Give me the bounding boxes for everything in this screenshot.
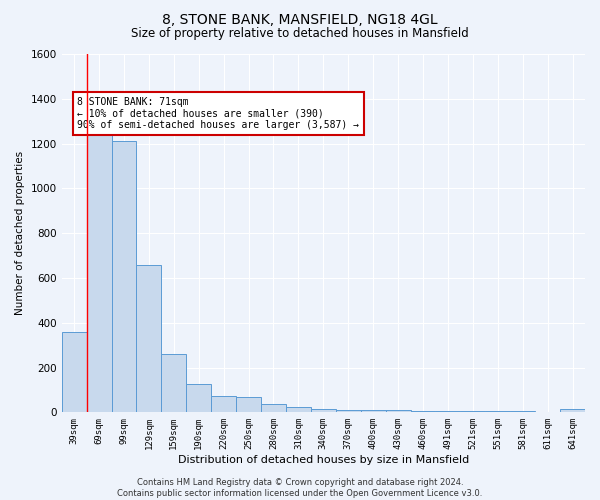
Bar xyxy=(311,409,336,412)
Bar xyxy=(136,264,161,412)
Bar xyxy=(336,410,361,412)
Bar xyxy=(485,411,510,412)
Text: 8, STONE BANK, MANSFIELD, NG18 4GL: 8, STONE BANK, MANSFIELD, NG18 4GL xyxy=(162,12,438,26)
Text: Contains HM Land Registry data © Crown copyright and database right 2024.
Contai: Contains HM Land Registry data © Crown c… xyxy=(118,478,482,498)
Bar xyxy=(286,408,311,412)
Bar xyxy=(460,411,485,412)
Bar xyxy=(261,404,286,412)
X-axis label: Distribution of detached houses by size in Mansfield: Distribution of detached houses by size … xyxy=(178,455,469,465)
Bar xyxy=(62,332,86,412)
Bar xyxy=(236,396,261,412)
Bar xyxy=(560,409,585,412)
Bar xyxy=(211,396,236,412)
Bar xyxy=(86,132,112,412)
Bar xyxy=(436,411,460,412)
Bar xyxy=(410,410,436,412)
Bar xyxy=(386,410,410,412)
Text: Size of property relative to detached houses in Mansfield: Size of property relative to detached ho… xyxy=(131,28,469,40)
Bar xyxy=(161,354,186,412)
Bar xyxy=(361,410,386,412)
Text: 8 STONE BANK: 71sqm
← 10% of detached houses are smaller (390)
90% of semi-detac: 8 STONE BANK: 71sqm ← 10% of detached ho… xyxy=(77,97,359,130)
Bar xyxy=(186,384,211,412)
Y-axis label: Number of detached properties: Number of detached properties xyxy=(15,151,25,315)
Bar xyxy=(112,142,136,412)
